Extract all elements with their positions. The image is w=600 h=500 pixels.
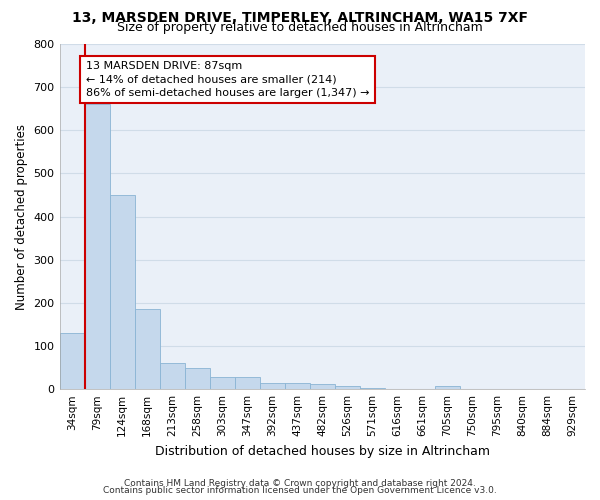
Bar [360, 388, 385, 389]
X-axis label: Distribution of detached houses by size in Altrincham: Distribution of detached houses by size … [155, 444, 490, 458]
Bar [59, 333, 85, 389]
Text: Contains HM Land Registry data © Crown copyright and database right 2024.: Contains HM Land Registry data © Crown c… [124, 478, 476, 488]
Bar [310, 384, 335, 389]
Text: 13, MARSDEN DRIVE, TIMPERLEY, ALTRINCHAM, WA15 7XF: 13, MARSDEN DRIVE, TIMPERLEY, ALTRINCHAM… [72, 11, 528, 25]
Y-axis label: Number of detached properties: Number of detached properties [15, 124, 28, 310]
Bar [185, 368, 209, 389]
Bar [160, 364, 185, 389]
Bar [285, 383, 310, 389]
Bar [134, 310, 160, 389]
Bar [85, 104, 110, 389]
Bar [235, 377, 260, 389]
Bar [260, 383, 285, 389]
Bar [335, 386, 360, 389]
Text: Size of property relative to detached houses in Altrincham: Size of property relative to detached ho… [117, 22, 483, 35]
Bar [110, 195, 134, 389]
Text: Contains public sector information licensed under the Open Government Licence v3: Contains public sector information licen… [103, 486, 497, 495]
Bar [435, 386, 460, 389]
Text: 13 MARSDEN DRIVE: 87sqm
← 14% of detached houses are smaller (214)
86% of semi-d: 13 MARSDEN DRIVE: 87sqm ← 14% of detache… [86, 62, 370, 98]
Bar [209, 377, 235, 389]
